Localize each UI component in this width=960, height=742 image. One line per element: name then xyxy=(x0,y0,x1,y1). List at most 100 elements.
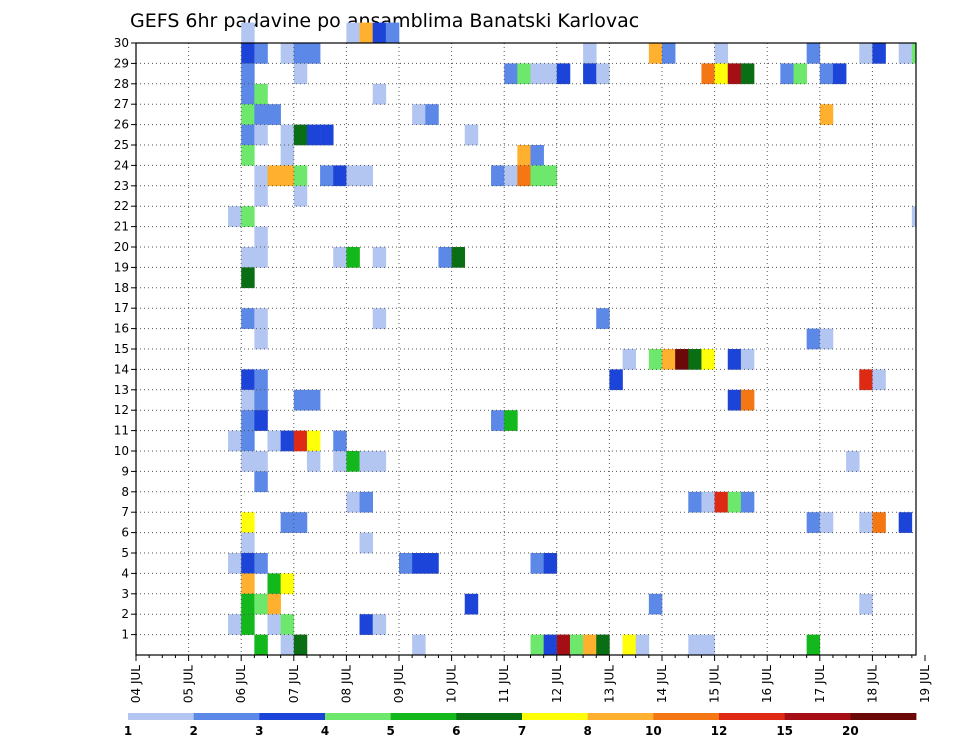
heatmap-cell xyxy=(333,430,347,452)
legend-swatch xyxy=(325,713,392,720)
legend-swatch xyxy=(128,713,195,720)
x-tick-label: 17 JUL xyxy=(813,665,827,703)
heatmap-cell xyxy=(504,63,518,85)
heatmap-cell xyxy=(254,226,268,248)
y-tick-label: 13 xyxy=(114,383,129,397)
heatmap-cell xyxy=(504,165,518,187)
heatmap-cell xyxy=(241,247,255,268)
heatmap-cell xyxy=(241,593,255,615)
heatmap-cell xyxy=(372,614,387,635)
y-tick-label: 1 xyxy=(121,628,129,642)
y-tick-label: 26 xyxy=(114,118,129,132)
y-tick-label: 25 xyxy=(114,138,129,152)
heatmap-cell xyxy=(359,451,373,472)
heatmap-cell xyxy=(569,634,584,656)
heatmap-cell xyxy=(530,145,544,166)
heatmap-cell xyxy=(241,389,255,411)
heatmap-cell xyxy=(280,512,295,533)
y-tick-label: 28 xyxy=(114,77,129,91)
heatmap-cell xyxy=(241,206,255,227)
y-tick-label: 21 xyxy=(114,220,129,234)
heatmap-cell xyxy=(254,165,268,187)
heatmap-cell xyxy=(241,512,255,533)
legend-label: 6 xyxy=(452,724,460,738)
heatmap-cell xyxy=(306,389,321,411)
legend-label: 2 xyxy=(189,724,197,738)
legend-swatch xyxy=(259,713,326,720)
heatmap-cell xyxy=(346,491,360,513)
heatmap-cell xyxy=(530,634,544,656)
y-tick-label: 24 xyxy=(114,158,129,172)
legend-label: 12 xyxy=(711,724,728,738)
x-tick-label: 16 JUL xyxy=(760,665,774,703)
heatmap-cell xyxy=(701,634,715,656)
y-tick-label: 27 xyxy=(114,97,129,111)
heatmap-cell xyxy=(530,553,544,574)
heatmap-cell xyxy=(859,369,873,391)
legend-label: 4 xyxy=(321,724,329,738)
y-tick-label: 5 xyxy=(121,546,129,560)
cells-layer xyxy=(228,22,917,656)
y-tick-label: 17 xyxy=(114,301,129,315)
heatmap-cell xyxy=(806,512,821,533)
color-legend: 1 2 3 4 5 6 7 8 10 12 15 20 xyxy=(124,713,917,738)
legend-swatch xyxy=(390,713,457,720)
heatmap-cell xyxy=(267,614,281,635)
heatmap-cell xyxy=(372,83,387,105)
x-tick-label: 09 JUL xyxy=(392,665,406,703)
y-tick-label: 30 xyxy=(114,36,129,50)
x-tick-label: 19 JUL xyxy=(918,665,932,703)
heatmap-cell xyxy=(228,614,242,635)
heatmap-cell xyxy=(517,63,531,85)
heatmap-cell xyxy=(254,247,268,268)
heatmap-cell xyxy=(280,634,295,656)
heatmap-cell xyxy=(701,349,715,370)
heatmap-cell xyxy=(385,22,400,44)
heatmap-cell xyxy=(556,63,571,85)
heatmap-cell xyxy=(241,124,255,146)
y-tick-label: 12 xyxy=(114,403,129,417)
heatmap-cell xyxy=(228,553,242,574)
heatmap-cell xyxy=(280,614,295,635)
heatmap-cell xyxy=(254,124,268,146)
y-tick-label: 20 xyxy=(114,240,129,254)
heatmap-cell xyxy=(293,512,308,533)
heatmap-cell xyxy=(293,63,308,85)
heatmap-cell xyxy=(293,43,308,64)
heatmap-cell xyxy=(333,165,347,187)
y-tick-label: 4 xyxy=(121,566,129,580)
heatmap-cell xyxy=(241,267,255,289)
heatmap-cell xyxy=(293,165,308,187)
heatmap-cell xyxy=(241,104,255,125)
heatmap-cell xyxy=(517,145,531,166)
x-tick-label: 06 JUL xyxy=(234,665,248,703)
heatmap-cell xyxy=(596,634,610,656)
chart-title: GEFS 6hr padavine po ansamblima Banatski… xyxy=(130,10,639,32)
heatmap-cell xyxy=(596,63,610,85)
x-tick-label: 15 JUL xyxy=(708,665,722,703)
heatmap-cell xyxy=(451,247,466,268)
heatmap-cell xyxy=(293,124,308,146)
heatmap-cell xyxy=(543,634,558,656)
legend-label: 1 xyxy=(124,724,132,738)
heatmap-cell xyxy=(241,83,255,105)
heatmap-cell xyxy=(412,634,426,656)
heatmap-cell xyxy=(267,104,281,125)
heatmap-cell xyxy=(464,124,479,146)
heatmap-cell xyxy=(714,491,729,513)
heatmap-cell xyxy=(543,63,558,85)
heatmap-cell xyxy=(819,328,834,350)
legend-swatch xyxy=(850,713,917,720)
heatmap-cell xyxy=(241,63,255,85)
y-tick-label: 23 xyxy=(114,179,129,193)
heatmap-cell xyxy=(517,165,531,187)
y-tick-label: 8 xyxy=(121,485,129,499)
heatmap-cell xyxy=(346,247,360,268)
x-tick-label: 14 JUL xyxy=(655,665,669,703)
heatmap-cell xyxy=(714,43,729,64)
y-axis: 1234567891011121314151617181920212223242… xyxy=(114,36,136,642)
heatmap-cell xyxy=(780,63,794,85)
heatmap-cell xyxy=(859,43,873,64)
heatmap-cell xyxy=(727,349,742,370)
heatmap-cell xyxy=(306,43,321,64)
